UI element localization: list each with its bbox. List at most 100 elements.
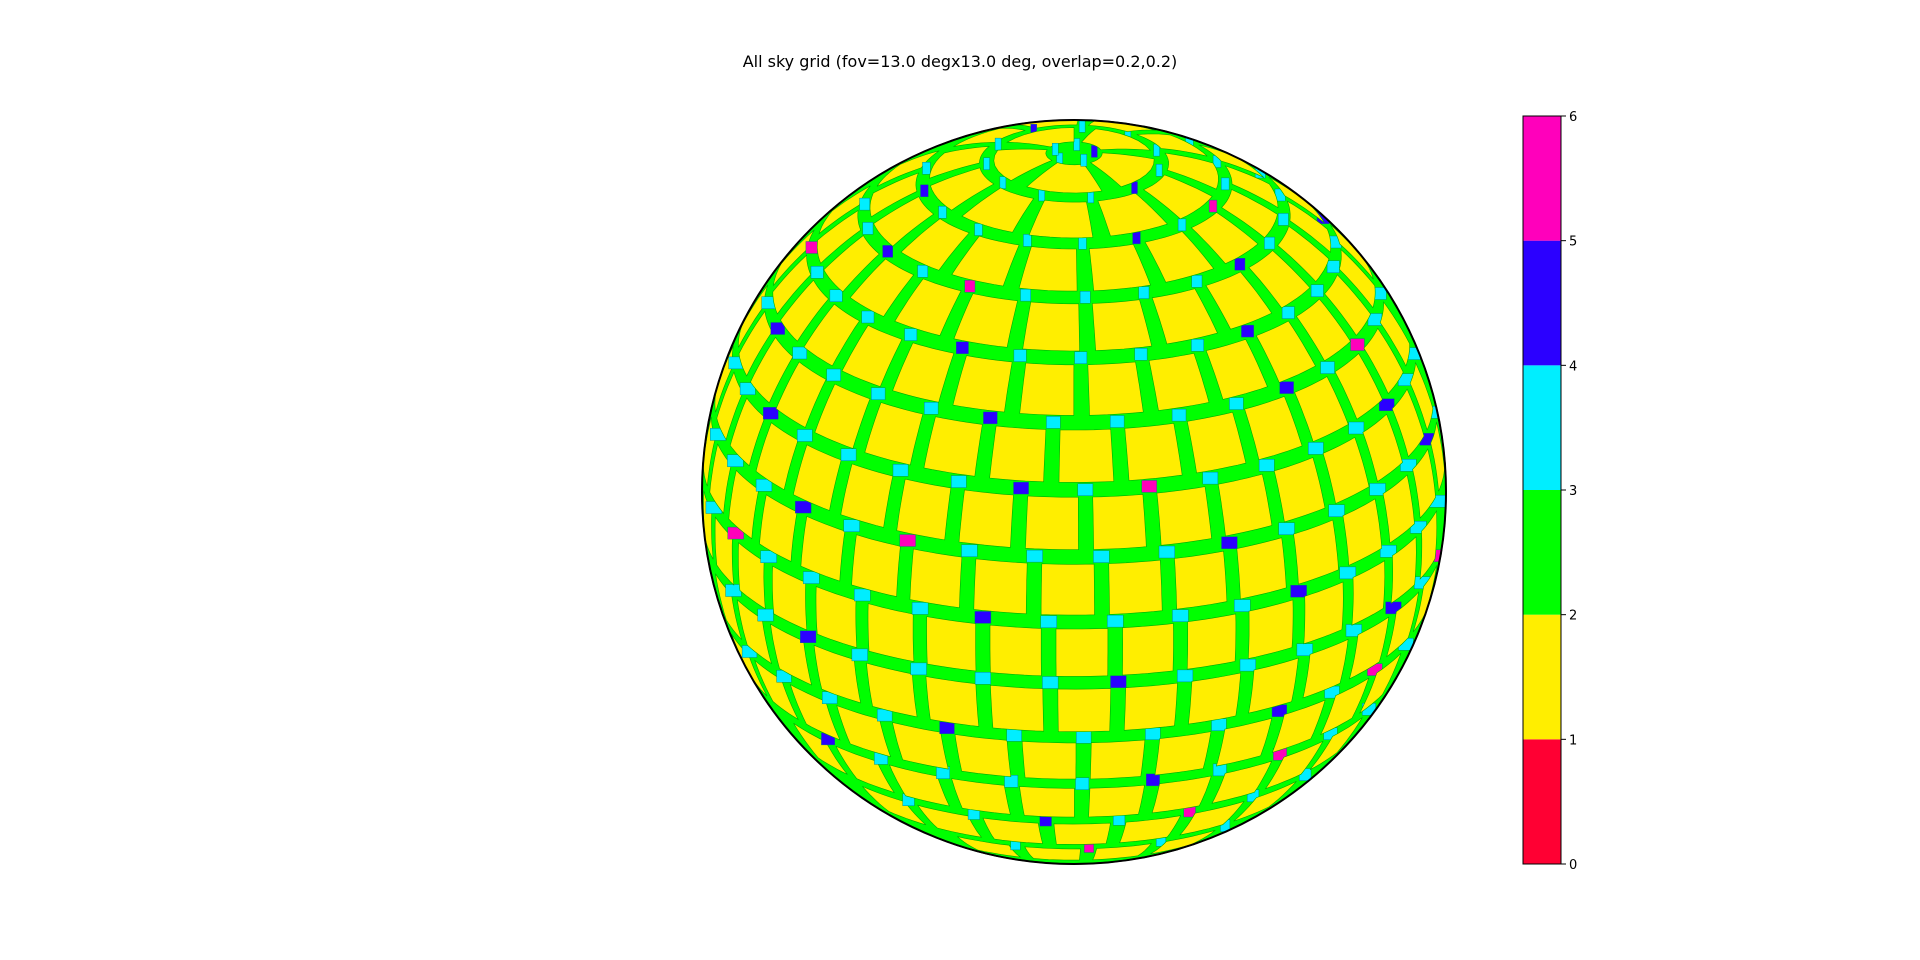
overlap-marker [904, 328, 918, 341]
overlap-marker [1328, 504, 1345, 517]
overlap-marker [974, 223, 983, 236]
sky-tile [1382, 474, 1415, 544]
sky-tile [1224, 165, 1279, 209]
overlap-marker [924, 402, 939, 415]
overlap-marker [1106, 614, 1124, 628]
sky-tile [1351, 560, 1386, 626]
overlap-marker [861, 310, 875, 324]
colorbar-tick-label: 3 [1569, 484, 1577, 499]
sky-tile [1108, 559, 1163, 615]
overlap-marker [1239, 658, 1256, 672]
sky-tile [1091, 299, 1153, 351]
overlap-marker [1145, 773, 1160, 787]
sphere-outline [701, 119, 1447, 865]
sky-tile [1154, 731, 1212, 776]
sky-tile [1205, 339, 1268, 400]
sky-tile [841, 324, 903, 387]
overlap-marker [1158, 545, 1176, 559]
colorbar: 0 1 2 3 4 5 6 [1522, 110, 1577, 873]
overlap-marker [1138, 286, 1150, 299]
sky-tile [1390, 536, 1417, 604]
overlap-marker [757, 608, 774, 622]
overlap-marker [1177, 218, 1187, 232]
sky-tile [1248, 657, 1299, 714]
overlap-marker [983, 411, 998, 425]
overlap-marker [795, 500, 812, 514]
sky-tile [1349, 616, 1390, 680]
sky-tile [818, 185, 871, 235]
colorbar-tick-label: 0 [1569, 858, 1577, 873]
sky-tile [1143, 174, 1213, 220]
sky-tile [1294, 376, 1349, 443]
overlap-marker [1006, 729, 1022, 742]
sky-tile [1303, 581, 1344, 645]
sky-tile [1338, 248, 1376, 309]
sky-tile [952, 355, 1013, 413]
sky-tile [803, 303, 860, 367]
sky-tile [873, 196, 935, 247]
overlap-marker [1202, 471, 1219, 485]
overlap-marker [1172, 609, 1189, 622]
overlap-marker [1074, 351, 1088, 364]
overlap-marker [803, 571, 820, 584]
sky-tile [864, 402, 924, 466]
sky-tile [1174, 550, 1228, 610]
sky-tile [1363, 327, 1404, 395]
overlap-marker [826, 368, 841, 382]
sky-tile [1221, 189, 1278, 239]
sky-tile [823, 235, 880, 293]
overlap-marker [1176, 669, 1194, 683]
overlap-marker [1110, 675, 1127, 688]
overlap-marker [951, 475, 967, 488]
sky-tile [1320, 677, 1370, 736]
sky-tile [869, 172, 920, 218]
sky-tile [1205, 271, 1273, 330]
overlap-marker [1046, 416, 1061, 429]
overlap-marker [805, 241, 819, 254]
overlap-marker [1026, 549, 1043, 563]
sky-tile [989, 425, 1047, 483]
sky-tile [1119, 815, 1182, 844]
sky-tile [958, 489, 1014, 548]
sky-tile [1217, 473, 1273, 537]
overlap-marker [1073, 138, 1081, 151]
colorbar-bin-2 [1523, 490, 1561, 615]
overlap-marker [1281, 306, 1295, 319]
sky-tile [1053, 822, 1111, 845]
sky-tile [1150, 830, 1216, 855]
sky-tile [953, 293, 1018, 348]
sky-tile [1006, 127, 1075, 148]
sky-tile [989, 624, 1042, 677]
sky-tile [1089, 152, 1155, 188]
overlap-marker [1339, 566, 1357, 580]
sky-tile [892, 342, 955, 403]
sky-tile [1248, 250, 1311, 309]
sky-tile [990, 684, 1045, 732]
overlap-marker [1076, 731, 1092, 744]
overlap-marker [1191, 339, 1204, 352]
overlap-marker [725, 584, 742, 597]
sky-tile [926, 616, 977, 672]
sky-tile [1271, 699, 1326, 753]
overlap-marker [1078, 120, 1086, 133]
overlap-marker [1264, 236, 1275, 250]
sky-tile [1273, 457, 1326, 523]
overlap-marker [1013, 349, 1027, 362]
overlap-marker [956, 341, 969, 354]
sky-tile [1123, 682, 1178, 731]
overlap-marker [1145, 727, 1161, 740]
sky-tile [1362, 413, 1403, 482]
sky-tile [1198, 144, 1265, 178]
overlap-marker [1310, 284, 1324, 297]
overlap-marker [800, 630, 817, 643]
overlap-marker [1258, 459, 1275, 472]
colorbar-tick-label: 6 [1569, 110, 1577, 125]
sky-tile [1024, 846, 1081, 861]
overlap-marker [1233, 599, 1251, 612]
overlap-marker [1134, 348, 1148, 361]
sky-tile [876, 150, 940, 187]
sky-tile [982, 817, 1044, 844]
overlap-marker [1075, 777, 1090, 790]
overlap-marker [1369, 483, 1386, 496]
overlap-marker [1378, 398, 1395, 411]
